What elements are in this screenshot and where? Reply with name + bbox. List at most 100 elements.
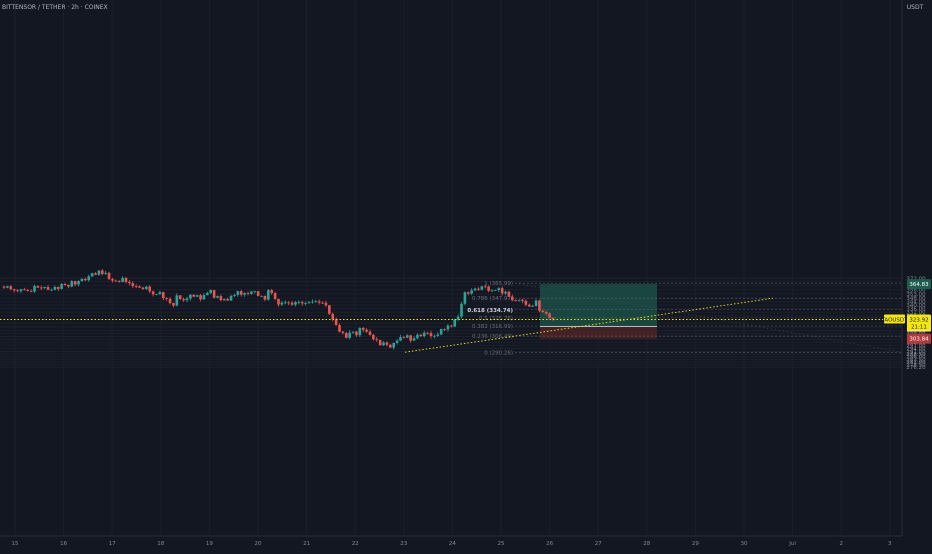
price-tick-label: 294.00 xyxy=(906,346,926,352)
candle-body xyxy=(199,295,202,300)
candle-body xyxy=(480,286,484,290)
candle-body xyxy=(195,295,199,297)
candle-body xyxy=(216,296,219,298)
candle-body xyxy=(87,276,91,281)
candle-body xyxy=(165,298,168,299)
price-tick-label: 283.50 xyxy=(906,357,926,363)
candle-body xyxy=(151,291,155,295)
time-tick-label: 21 xyxy=(303,541,310,547)
fib-level-label: 0.382 (316.99) xyxy=(472,324,513,330)
candle-body xyxy=(341,331,345,333)
stop-price-tag-bg xyxy=(907,333,931,344)
candle-body xyxy=(378,340,382,346)
time-tick-label: 29 xyxy=(692,541,699,547)
candle-body xyxy=(541,310,545,313)
candle-body xyxy=(334,319,338,326)
price-scale-panel[interactable] xyxy=(902,0,932,550)
candle-body xyxy=(412,338,416,341)
price-tick-label: 278.50 xyxy=(906,363,926,369)
target-price-tag: 364.83 xyxy=(909,282,929,288)
target-price-tag-bg xyxy=(907,279,931,290)
price-tick-label: 286.00 xyxy=(906,355,926,361)
candle-body xyxy=(338,325,341,332)
candle-body xyxy=(26,290,30,291)
candle-body xyxy=(531,305,534,307)
candle-body xyxy=(155,294,158,295)
candle-body xyxy=(246,293,250,294)
time-tick-label: 30 xyxy=(741,541,748,547)
candle-body xyxy=(307,302,311,304)
candle-body xyxy=(229,295,233,301)
candle-body xyxy=(138,286,141,288)
candle-body xyxy=(483,286,487,288)
candle-body xyxy=(84,278,87,281)
candle-body xyxy=(551,317,555,320)
candle-body xyxy=(466,292,470,294)
candle-body xyxy=(521,299,524,301)
candle-body xyxy=(507,291,511,297)
price-tick-label: 344.00 xyxy=(906,300,926,306)
candle-body xyxy=(23,289,26,291)
candle-body xyxy=(361,327,365,330)
candle-body xyxy=(436,334,440,336)
candle-body xyxy=(544,312,548,314)
candle-body xyxy=(19,289,23,292)
candle-body xyxy=(128,281,131,284)
time-axis[interactable]: 15 16 17 18 19 20 21 22 23 24 25 26 27 28 29 30 Jul 2 3 xyxy=(12,541,893,547)
candle-body xyxy=(29,290,33,292)
candle-body xyxy=(273,292,277,300)
price-tick-label: 281.00 xyxy=(906,360,926,366)
candle-body xyxy=(324,302,328,306)
candle-body xyxy=(395,340,399,343)
fib-level-label: 0.236 (306.49) xyxy=(472,334,513,340)
candle-body xyxy=(321,302,324,304)
candle-body xyxy=(433,335,436,337)
candle-body xyxy=(419,334,423,337)
price-tick-label: 340.00 xyxy=(906,303,926,309)
candle-body xyxy=(233,294,236,296)
fib-level-label: 1 (365.99) xyxy=(484,281,513,287)
candle-body xyxy=(399,337,402,341)
candle-body xyxy=(511,296,514,301)
candle-body xyxy=(189,294,192,299)
candle-body xyxy=(141,287,145,289)
candle-body xyxy=(16,290,19,292)
candle-body xyxy=(33,286,36,292)
fib-level-label: 0 (290.26) xyxy=(484,350,513,356)
candle-body xyxy=(267,290,270,300)
candle-body xyxy=(548,313,551,318)
candle-body xyxy=(161,292,165,299)
candle-body xyxy=(402,337,406,338)
candle-body xyxy=(117,280,121,282)
candle-body xyxy=(219,296,223,301)
time-tick-label: 27 xyxy=(595,541,602,547)
candle-body xyxy=(202,295,206,300)
candle-body xyxy=(300,302,304,304)
price-tick-label: 291.00 xyxy=(906,350,926,356)
time-tick-label: 25 xyxy=(498,541,505,547)
candle-body xyxy=(67,284,70,287)
price-tick-label: 332.00 xyxy=(906,310,926,316)
candle-body xyxy=(43,287,46,288)
time-tick-label: 16 xyxy=(60,541,67,547)
candle-body xyxy=(158,292,162,295)
currency-label[interactable]: USDT xyxy=(907,4,924,11)
time-tick-label: 22 xyxy=(352,541,359,547)
price-tick-label: 353.00 xyxy=(906,292,926,298)
candle-body xyxy=(385,342,389,345)
candle-body xyxy=(277,299,280,305)
candle-body xyxy=(63,284,67,285)
time-tick-label: 3 xyxy=(888,541,892,547)
candle-body xyxy=(409,335,412,341)
candle-body xyxy=(226,299,229,301)
candle-body xyxy=(46,287,50,290)
candle-body xyxy=(270,290,274,293)
candle-body xyxy=(121,277,124,282)
overlay-lines xyxy=(0,282,903,353)
candle-body xyxy=(256,291,260,296)
candle-body xyxy=(494,289,497,291)
candle-body xyxy=(453,319,457,327)
candle-body xyxy=(317,301,321,303)
candle-body xyxy=(405,335,409,338)
